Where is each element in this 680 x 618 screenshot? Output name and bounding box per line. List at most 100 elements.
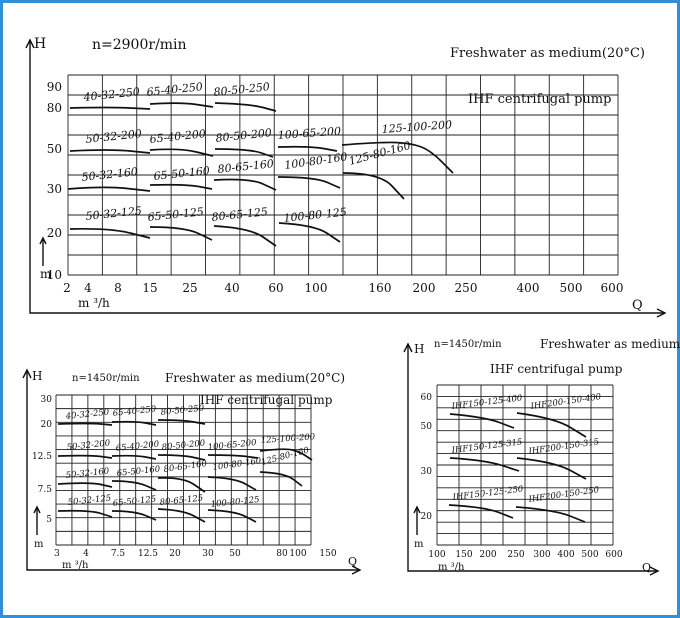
x-tick-label: 15 (142, 281, 157, 295)
series-label: 80-50-250 (213, 80, 270, 99)
series-label: 50-32-160 (81, 165, 138, 184)
y-tick-label: 30 (41, 395, 53, 405)
curve-125-100-200 (341, 141, 454, 174)
y-tick-label: 12.5 (32, 452, 52, 462)
curve-80-50-200 (214, 148, 274, 158)
speed-label: n=2900r/min (92, 37, 187, 53)
series-label: 100-65-200 (277, 125, 341, 142)
curve-80-65-160 (213, 178, 277, 191)
curve-100-80-125 (278, 222, 341, 243)
curve-100-80-125 (207, 509, 257, 523)
series-label: 40-32-250 (82, 85, 140, 104)
x-tick-label: 500 (560, 281, 583, 295)
medium-label: Freshwater as medium(20°C) (450, 46, 645, 61)
curve-80-65-160 (157, 477, 206, 493)
y-tick-label: 50 (421, 422, 433, 432)
series-label: 50-32-200 (85, 127, 142, 146)
series-label: 65-40-250 (112, 404, 157, 419)
y-tick-label: 50 (47, 142, 62, 156)
x-unit-label: m ³/h (438, 562, 465, 573)
medium-label: Freshwater as medium(20°C) (165, 371, 345, 385)
curve-IHF200-150-315 (516, 457, 587, 480)
pump-type-label: IHF centrifugal pump (200, 393, 333, 407)
series-label: 65-50-160 (116, 464, 161, 479)
x-tick-label: 500 (581, 550, 598, 560)
unit-arrow-head (39, 236, 47, 245)
speed-label: n=1450r/min (434, 339, 502, 350)
medium-label: Freshwater as medium(20°C) (540, 337, 680, 351)
curve-50-32-200 (69, 149, 151, 154)
chart-top: Hm m ³/h Qn=2900r/min Freshwater as medium(… (25, 36, 667, 318)
x-unit-label: m ³/h (78, 296, 110, 310)
x-tick-label: 4 (83, 549, 89, 559)
curve-65-50-160 (149, 183, 213, 190)
x-tick-label: 8 (114, 281, 122, 295)
q-axis-label: Q (642, 561, 651, 574)
y-axis-arrow (403, 342, 413, 353)
x-axis-arrow (656, 308, 667, 318)
curve-125-80-160 (342, 172, 405, 200)
y-unit-label: m (414, 539, 424, 550)
curve-80-50-250 (214, 102, 277, 112)
x-tick-label: 150 (319, 549, 336, 559)
x-tick-label: 25 (182, 281, 197, 295)
x-tick-label: 160 (369, 281, 392, 295)
y-axis-label: H (34, 36, 46, 52)
series-label: 65-40-250 (146, 80, 203, 99)
y-tick-label: 20 (41, 420, 53, 430)
series-label: 80-50-200 (161, 438, 206, 453)
y-axis-arrow (25, 38, 35, 49)
curve-50-32-160 (67, 186, 151, 192)
x-axis-arrow (351, 565, 362, 575)
series-label: 125-100-200 (261, 432, 317, 446)
curve-40-32-250 (69, 106, 151, 110)
x-tick-label: 100 (428, 550, 445, 560)
y-axis-arrow (22, 368, 32, 379)
x-tick-label: 200 (413, 281, 436, 295)
unit-arrow-head (413, 505, 421, 514)
series-label: 100-65-200 (207, 438, 257, 453)
curve-80-50-200 (157, 454, 206, 461)
x-tick-label: 600 (605, 550, 622, 560)
curve-IHF150-125-315 (449, 457, 520, 472)
curve-IHF150-125-400 (449, 413, 515, 429)
series-label: IHF150-125-250 (451, 484, 524, 503)
y-tick-label: 20 (47, 226, 62, 240)
series-label: 80-65-160 (217, 157, 274, 176)
y-tick-label: 80 (47, 101, 62, 115)
curve-65-40-200 (111, 454, 157, 460)
x-tick-label: 400 (557, 550, 574, 560)
speed-label: n=1450r/min (72, 373, 140, 384)
curve-50-32-125 (57, 509, 113, 518)
series-label: 50-32-125 (67, 493, 111, 508)
curve-50-32-160 (57, 482, 113, 488)
unit-arrow-head (33, 505, 41, 514)
y-tick-label: 5 (46, 515, 52, 525)
y-unit-label: m (34, 539, 44, 550)
curve-50-32-200 (57, 454, 113, 459)
curve-65-50-125 (111, 510, 157, 521)
x-tick-label: 40 (224, 281, 239, 295)
x-tick-label: 7.5 (111, 549, 126, 559)
y-tick-label: 10 (47, 268, 62, 282)
curve-100-80-160 (207, 476, 257, 491)
x-tick-label: 100 (305, 281, 328, 295)
x-tick-label: 60 (268, 281, 283, 295)
x-unit-label: m ³/h (62, 560, 89, 571)
series-label: 50-32-200 (66, 438, 111, 453)
y-tick-label: 20 (421, 512, 433, 522)
x-tick-label: 80 (276, 549, 288, 559)
y-tick-label: 30 (47, 182, 62, 196)
series-label: 65-40-200 (115, 439, 160, 454)
series-label: 80-65-125 (159, 493, 203, 508)
x-tick-label: 2 (63, 281, 71, 295)
x-tick-label: 600 (601, 281, 624, 295)
curve-40-32-250 (57, 422, 113, 426)
series-label: 50-32-125 (85, 204, 142, 223)
curve-65-40-250 (149, 102, 214, 108)
grid (67, 74, 619, 276)
curve-50-32-125 (69, 227, 151, 239)
series-label: 65-50-125 (147, 205, 204, 224)
y-axis-label: H (32, 369, 42, 383)
